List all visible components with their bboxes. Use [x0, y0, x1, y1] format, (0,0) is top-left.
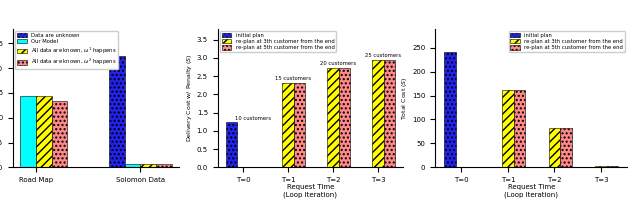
Bar [383, 60, 395, 167]
Text: 25 customers: 25 customers [365, 53, 401, 59]
Bar [156, 164, 172, 167]
Bar [339, 68, 350, 167]
Bar [548, 128, 560, 167]
Bar [294, 83, 305, 167]
Bar [444, 52, 456, 167]
Text: 20 customers: 20 customers [320, 61, 356, 66]
X-axis label: Request Time
(Loop Iteration): Request Time (Loop Iteration) [284, 184, 337, 198]
Bar [109, 56, 125, 167]
Legend: initial plan, re-plan at 3th customer from the end, re-plan at 5th customer from: initial plan, re-plan at 3th customer fr… [220, 31, 336, 52]
Bar [36, 96, 52, 167]
Bar [560, 128, 572, 167]
Y-axis label: Delivery Cost w/ Penalty ($S$): Delivery Cost w/ Penalty ($S$) [185, 54, 194, 142]
Bar [125, 164, 140, 167]
Bar [607, 166, 618, 167]
Bar [372, 60, 383, 167]
Bar [52, 101, 67, 167]
Bar [226, 122, 237, 167]
Legend: Data are unknown, Our Model, All data are known, $\omega^1$ happens, All data ar: Data are unknown, Our Model, All data ar… [15, 31, 118, 69]
Text: 15 customers: 15 customers [275, 76, 312, 81]
Legend: initial plan, re-plan at 3th customer from the end, re-plan at 5th customer from: initial plan, re-plan at 3th customer fr… [509, 31, 625, 52]
Bar [595, 166, 607, 167]
X-axis label: Request Time
(Loop Iteration): Request Time (Loop Iteration) [504, 184, 558, 198]
Bar [502, 90, 514, 167]
Text: 10 customers: 10 customers [235, 115, 271, 121]
Bar [140, 164, 156, 167]
Bar [20, 96, 36, 167]
Bar [514, 90, 525, 167]
Bar [282, 83, 294, 167]
Bar [327, 68, 339, 167]
Y-axis label: Total Cost ($S$): Total Cost ($S$) [400, 76, 409, 120]
